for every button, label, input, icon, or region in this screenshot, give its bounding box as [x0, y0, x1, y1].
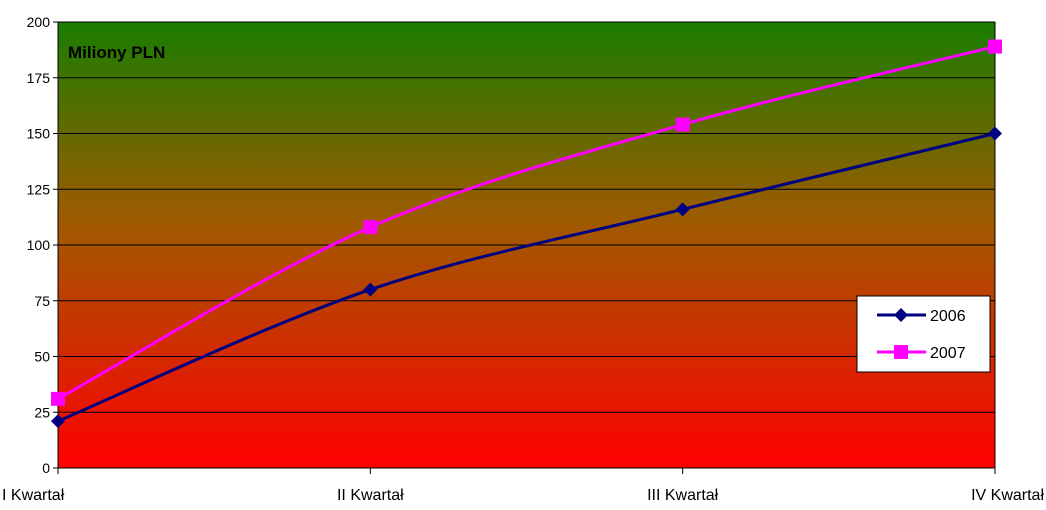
legend: 2006 2007: [856, 295, 991, 373]
series-group: [51, 39, 1002, 429]
data-point-2006: [675, 202, 690, 217]
data-point-2006: [363, 282, 378, 297]
y-tick-label: 100: [27, 237, 51, 253]
chart-title: Miliony PLN: [68, 43, 165, 62]
x-tick-label: III Kwartał: [647, 487, 719, 504]
data-point-2007: [51, 391, 65, 406]
y-tick-label: 75: [34, 293, 50, 309]
y-tick-label: 125: [27, 181, 51, 197]
y-tick-label: 200: [27, 14, 51, 30]
y-tick-label: 150: [27, 126, 51, 142]
y-tick-label: 50: [34, 349, 50, 365]
y-tick-label: 175: [27, 70, 51, 86]
x-tick-label: II Kwartał: [337, 487, 404, 504]
y-tick-label: 0: [42, 460, 50, 476]
series-line-2006: [57, 132, 996, 423]
legend-marker-2006: [894, 308, 908, 322]
legend-label-2006: 2006: [930, 308, 966, 325]
data-point-2007: [988, 39, 1002, 54]
legend-marker-2007: [894, 345, 908, 359]
x-axis-ticks: I Kwartał II Kwartał III Kwartał IV Kwartał: [2, 468, 1044, 504]
data-point-2006: [988, 126, 1002, 141]
y-tick-label: 25: [34, 404, 50, 420]
data-point-2007: [363, 220, 378, 235]
series-line-2007: [57, 45, 996, 401]
data-point-2007: [675, 117, 690, 132]
data-point-2006: [51, 414, 65, 429]
x-tick-label: IV Kwartał: [971, 487, 1044, 504]
x-tick-label: I Kwartał: [2, 487, 65, 504]
legend-box: [856, 295, 991, 373]
legend-label-2007: 2007: [930, 345, 966, 362]
y-axis-ticks: 0 25 50 75 100 125 150 175 200: [27, 14, 58, 476]
